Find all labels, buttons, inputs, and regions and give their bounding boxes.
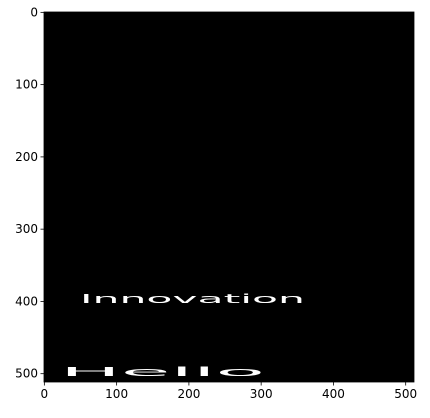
y-tick-label: 400	[15, 294, 38, 308]
x-tick-label: 300	[250, 387, 273, 401]
image-text: Innovation	[80, 292, 305, 306]
y-tick-label: 100	[15, 78, 38, 92]
x-tick-label: 500	[394, 387, 417, 401]
x-tick-label: 400	[322, 387, 345, 401]
axes-frame	[43, 11, 415, 383]
y-tick-label: 200	[15, 150, 38, 164]
y-tick-label: 300	[15, 222, 38, 236]
y-tick-label: 0	[30, 5, 38, 19]
image	[44, 12, 414, 382]
x-tick-label: 0	[41, 387, 49, 401]
x-tick-label: 100	[105, 387, 128, 401]
image-text: Hello	[60, 365, 265, 379]
y-tick-label: 500	[15, 367, 38, 381]
x-tick-label: 200	[177, 387, 200, 401]
